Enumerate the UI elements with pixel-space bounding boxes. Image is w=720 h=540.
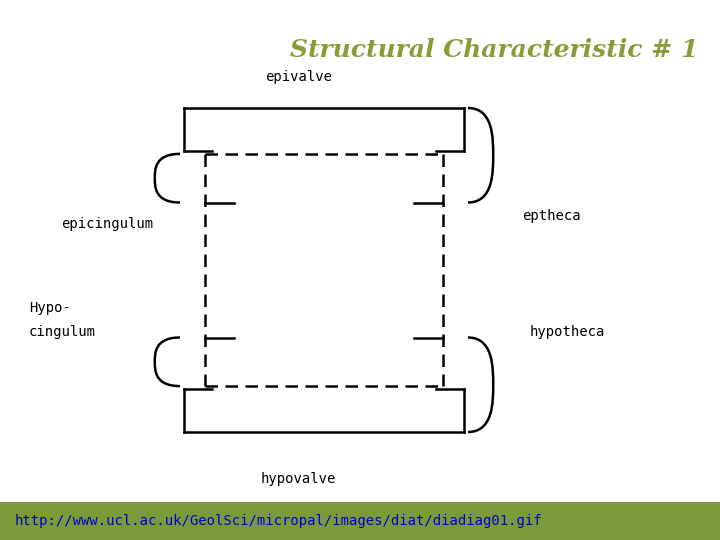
Text: hypovalve: hypovalve bbox=[261, 472, 336, 487]
Text: Hypo-: Hypo- bbox=[29, 301, 71, 315]
Text: Structural Characteristic # 1: Structural Characteristic # 1 bbox=[290, 38, 698, 62]
FancyBboxPatch shape bbox=[0, 502, 720, 540]
Text: http://www.ucl.ac.uk/GeolSci/micropal/images/diat/diadiag01.gif: http://www.ucl.ac.uk/GeolSci/micropal/im… bbox=[14, 514, 542, 528]
Text: hypotheca: hypotheca bbox=[529, 325, 605, 339]
Text: eptheca: eptheca bbox=[522, 209, 580, 223]
Text: cingulum: cingulum bbox=[29, 325, 96, 339]
Text: epivalve: epivalve bbox=[265, 70, 333, 84]
Text: epicingulum: epicingulum bbox=[61, 217, 153, 231]
